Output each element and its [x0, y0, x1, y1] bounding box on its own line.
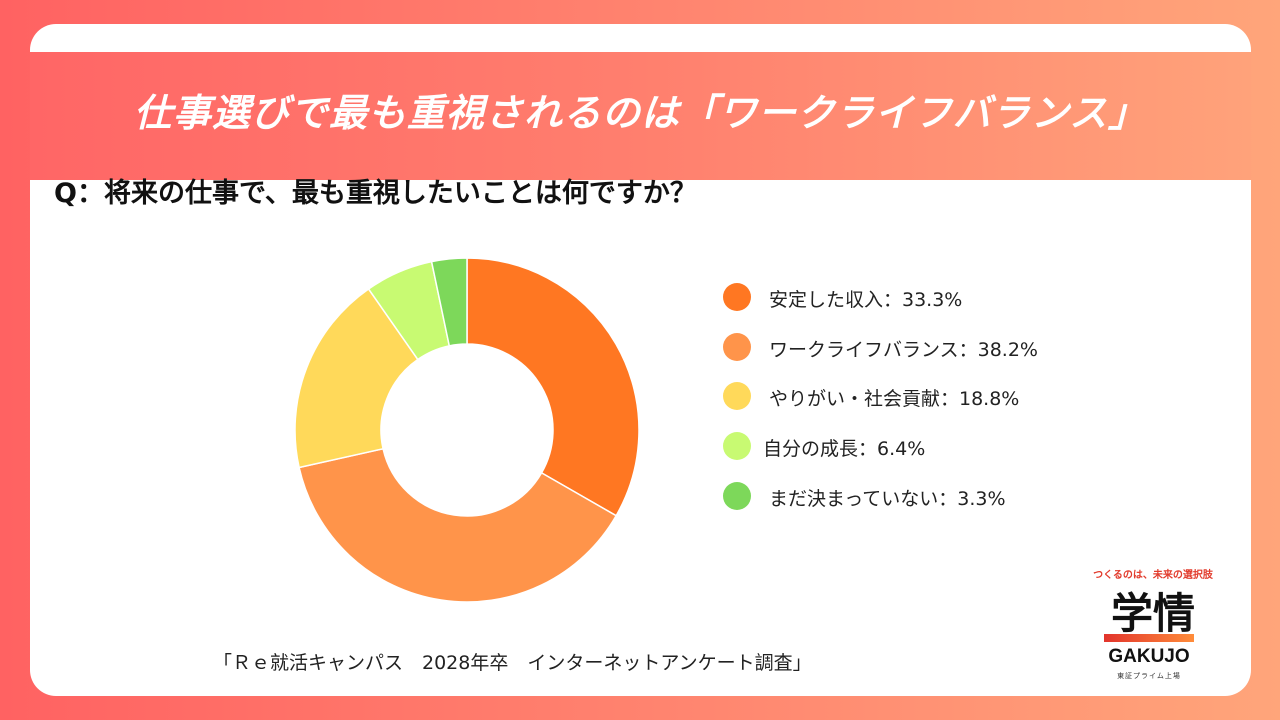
slice-undecided [430, 257, 468, 347]
logo-mark: 学情 [1110, 589, 1195, 638]
legend-swatch [723, 432, 751, 460]
legend-label: ワークライフバランス：38.2% [769, 339, 1038, 361]
legend-label: まだ決まっていない：3.3% [769, 488, 1006, 510]
slice-work-life-balance [298, 447, 618, 603]
donut-chart [294, 257, 640, 603]
logo-tagline: つくるのは、未来の選択肢 [1093, 570, 1213, 581]
legend-swatch [723, 482, 751, 510]
gakujo-logo: つくるのは、未来の選択肢 学情 GAKUJO 東証プライム上場 [1088, 566, 1218, 688]
legend-swatch [723, 333, 751, 361]
title-banner: 仕事選びで最も重視されるのは「ワークライフバランス」 [30, 52, 1251, 180]
legend-label: やりがい・社会貢献：18.8% [769, 388, 1020, 410]
source-note: 「Ｒｅ就活キャンパス 2028年卒 インターネットアンケート調査」 [213, 652, 812, 674]
legend-label: 安定した収入：33.3% [769, 289, 963, 311]
banner-title: 仕事選びで最も重視されるのは「ワークライフバランス」 [133, 91, 1148, 135]
content-card: 仕事選びで最も重視されるのは「ワークライフバランス」 Q：将来の仕事で、最も重視… [30, 24, 1251, 696]
logo-bar [1104, 634, 1194, 642]
legend-swatch [723, 283, 751, 311]
legend-label: 自分の成長：6.4% [763, 438, 926, 460]
logo-subtitle: 東証プライム上場 [1117, 672, 1181, 680]
survey-question: Q：将来の仕事で、最も重視したいことは何ですか？ [54, 178, 697, 209]
legend-swatch [723, 382, 751, 410]
slice-fulfillment [294, 287, 419, 469]
slice-stable-income [466, 257, 640, 517]
logo-wordmark: GAKUJO [1108, 646, 1190, 667]
